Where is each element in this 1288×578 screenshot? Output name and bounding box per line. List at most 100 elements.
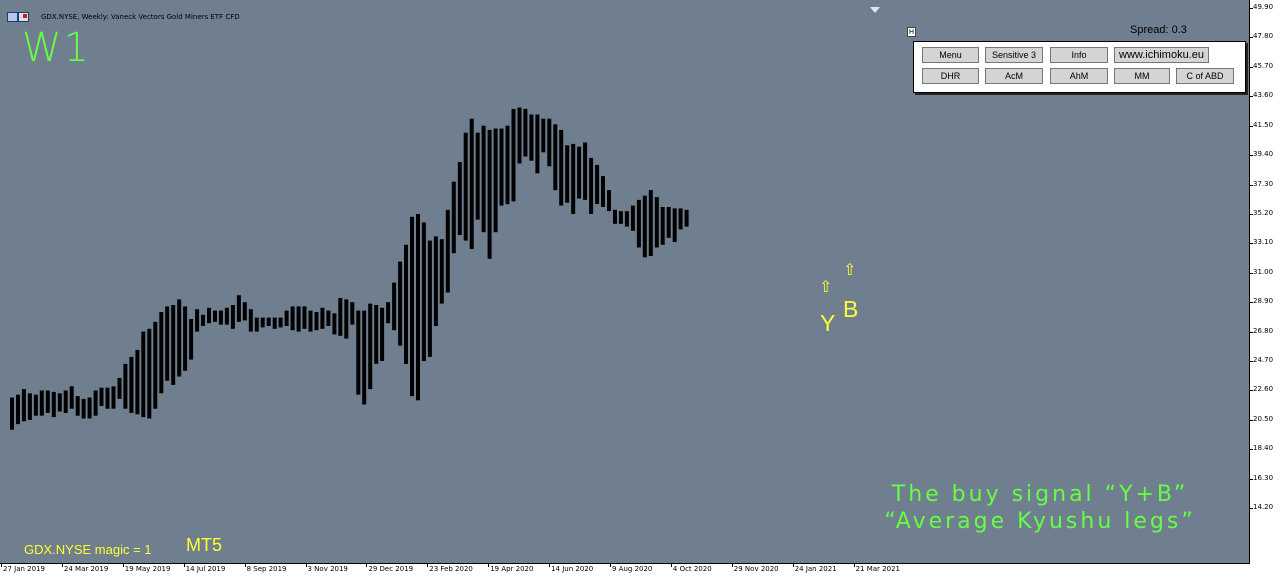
price-bar xyxy=(326,310,331,326)
price-bar xyxy=(481,125,486,233)
price-bar xyxy=(445,209,450,293)
price-bar xyxy=(648,190,653,256)
price-bar xyxy=(457,162,462,235)
time-tick-mark xyxy=(183,564,185,567)
price-bar xyxy=(613,209,617,224)
price-bar xyxy=(165,306,170,381)
price-bar xyxy=(224,307,229,325)
price-tick-label: 28.90 xyxy=(1253,297,1274,306)
menu-button[interactable]: Menu xyxy=(922,47,979,63)
price-bar xyxy=(93,390,98,416)
price-bar xyxy=(547,118,552,167)
price-bar xyxy=(284,310,289,326)
price-tick-mark xyxy=(1250,8,1253,9)
price-tick-mark xyxy=(1250,419,1253,421)
price-tick-label: 16.30 xyxy=(1253,473,1274,482)
price-bar xyxy=(607,190,611,212)
price-bar xyxy=(386,302,391,324)
price-tick-mark xyxy=(1250,449,1253,451)
price-tick-label: 49.90 xyxy=(1253,3,1274,11)
price-bar xyxy=(666,207,671,238)
chart-shift-marker-icon[interactable] xyxy=(870,7,880,13)
signal-line-1: The buy signal “Y+B” xyxy=(891,482,1189,507)
price-tick-mark xyxy=(1250,213,1253,215)
price-bar xyxy=(368,303,373,390)
price-bar xyxy=(636,199,641,248)
price-bar xyxy=(189,319,194,360)
price-bar xyxy=(505,125,510,205)
price-tick-label: 22.60 xyxy=(1253,385,1274,394)
website-button[interactable]: www.ichimoku.eu xyxy=(1114,47,1209,63)
price-bar xyxy=(660,207,665,245)
price-bar xyxy=(416,214,420,401)
time-tick-mark xyxy=(61,564,63,567)
price-bar xyxy=(278,317,283,328)
time-tick-mark xyxy=(122,564,124,567)
price-tick-label: 26.80 xyxy=(1253,326,1274,335)
price-bar xyxy=(266,317,271,326)
price-bar xyxy=(272,317,277,329)
price-tick-label: 43.60 xyxy=(1253,91,1274,100)
price-bar xyxy=(129,356,134,413)
price-bar xyxy=(571,143,576,214)
time-tick-mark xyxy=(853,564,855,567)
time-tick-label: 29 Dec 2019 xyxy=(368,565,414,573)
time-tick-label: 3 Nov 2019 xyxy=(307,565,348,573)
price-bars xyxy=(10,107,689,430)
time-tick-label: 19 Apr 2020 xyxy=(490,565,534,573)
time-tick-label: 19 May 2019 xyxy=(124,565,171,573)
mm-button[interactable]: MM xyxy=(1114,68,1170,84)
sensitive-button[interactable]: Sensitive 3 xyxy=(985,47,1043,63)
time-tick-label: 24 Jan 2021 xyxy=(794,565,837,573)
price-bar xyxy=(314,312,319,331)
acm-button[interactable]: AcM xyxy=(985,68,1043,84)
time-tick-mark xyxy=(244,564,246,567)
timeframe-label: W1 xyxy=(22,25,91,71)
price-tick-mark xyxy=(1250,361,1253,363)
price-bar xyxy=(332,313,337,335)
chart-window-icons xyxy=(7,12,39,22)
price-bar xyxy=(117,377,122,399)
dhr-button[interactable]: DHR xyxy=(922,68,979,84)
price-bar xyxy=(559,129,564,206)
price-bar xyxy=(45,390,50,413)
price-tick-mark xyxy=(1250,125,1253,127)
price-bar xyxy=(21,389,26,422)
info-button[interactable]: Info xyxy=(1050,47,1108,63)
c-of-abd-button[interactable]: C of ABD xyxy=(1176,68,1234,84)
price-bar xyxy=(475,132,480,220)
price-tick-mark xyxy=(1250,272,1253,274)
price-bar xyxy=(99,387,104,406)
buy-signal-annotation: The buy signal “Y+B” “Average Kyushu leg… xyxy=(850,481,1230,535)
time-tick-mark xyxy=(1,564,2,567)
price-bar xyxy=(583,142,588,200)
price-bar xyxy=(87,397,92,419)
price-bar xyxy=(672,208,677,242)
price-bar xyxy=(499,128,504,206)
time-tick-label: 4 Oct 2020 xyxy=(672,565,712,573)
time-tick-mark xyxy=(427,564,429,567)
price-bar xyxy=(362,310,367,405)
price-bar xyxy=(463,132,468,241)
time-tick-label: 29 Nov 2020 xyxy=(733,565,779,573)
price-bar xyxy=(374,305,379,364)
price-bar xyxy=(380,307,385,361)
price-bar xyxy=(511,108,516,202)
time-tick-mark xyxy=(792,564,794,567)
chart-plot-area[interactable]: GDX.NYSE, Weekly: Vaneck Vectors Gold Mi… xyxy=(0,0,1250,564)
ahm-button[interactable]: AhM xyxy=(1050,68,1108,84)
price-bar xyxy=(147,328,152,419)
price-bar xyxy=(183,306,188,371)
time-axis[interactable]: 27 Jan 2019 24 Mar 2019 19 May 2019 14 Jul … xyxy=(0,564,1250,578)
price-bar xyxy=(410,216,414,397)
price-axis[interactable]: 49.90 47.80 45.70 43.60 41.50 39.40 37.30 35.20… xyxy=(1250,0,1288,578)
panel-toggle-button[interactable]: H xyxy=(907,27,916,37)
price-tick-mark xyxy=(1250,243,1253,245)
price-bar xyxy=(427,240,432,357)
price-bar xyxy=(350,302,355,325)
price-tick-label: 35.20 xyxy=(1253,208,1274,217)
time-tick-label: 14 Jun 2020 xyxy=(551,565,594,573)
price-tick-mark xyxy=(1250,390,1253,392)
price-bar xyxy=(601,176,605,207)
b-signal-label: B xyxy=(843,296,859,322)
